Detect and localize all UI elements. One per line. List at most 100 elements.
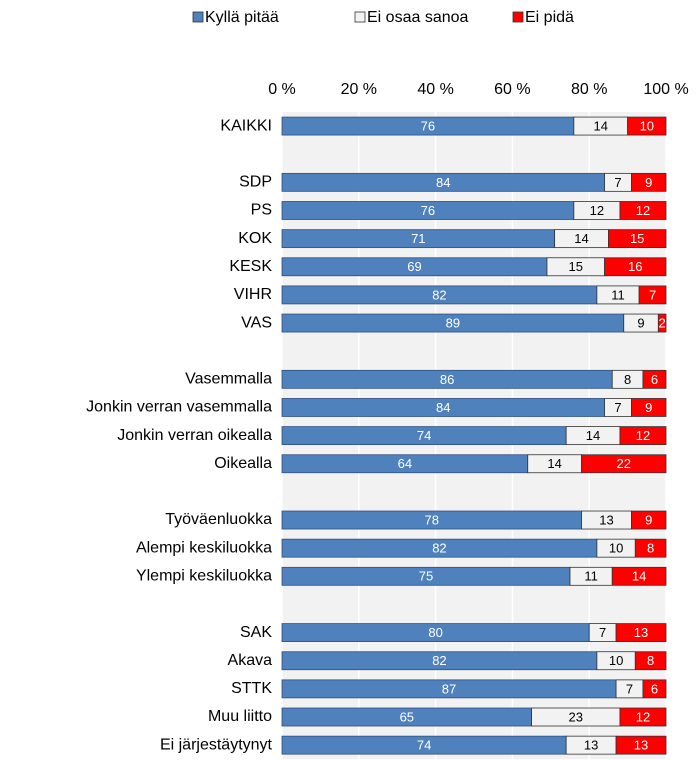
category-label: Jonkin verran vasemmalla [86,399,272,416]
data-label: 12 [636,428,650,443]
x-tick-label: 0 % [268,81,296,98]
data-label: 7 [626,681,633,696]
data-label: 78 [425,512,439,527]
data-label: 64 [398,456,412,471]
data-label: 9 [645,512,652,527]
category-label: KAIKKI [220,117,272,134]
category-label: PS [251,202,272,219]
data-label: 74 [417,428,431,443]
category-label: SAK [240,624,272,641]
category-label: VAS [241,314,272,331]
category-label: Oikealla [214,455,272,472]
bar-segment [631,398,667,417]
data-label: 14 [593,119,607,134]
data-label: 7 [614,175,621,190]
data-label: 8 [647,653,654,668]
data-label: 69 [407,259,421,274]
data-label: 10 [640,119,654,134]
category-label: Ylempi keskiluokka [136,568,272,585]
data-label: 82 [432,287,446,302]
bar-segment [634,651,667,671]
category-label: STTK [231,680,272,697]
bar-segment [638,285,667,305]
bar-segment [631,172,667,192]
data-label: 13 [599,512,613,527]
data-label: 15 [569,259,583,274]
bar-segment [581,454,667,474]
bar-segment [604,257,667,277]
data-label: 6 [651,372,658,387]
data-label: 11 [611,287,625,302]
data-label: 8 [624,372,631,387]
bar-segment [642,369,667,389]
data-label: 12 [590,203,604,218]
data-label: 9 [637,315,644,330]
data-label: 16 [628,259,642,274]
category-label: Työväenluokka [165,511,272,528]
data-label: 6 [651,681,658,696]
data-label: 71 [411,231,425,246]
data-label: 10 [609,653,623,668]
data-label: 9 [645,175,652,190]
category-label: SDP [239,174,272,191]
data-label: 76 [421,119,435,134]
category-label: Ei järjestäytynyt [160,736,273,753]
bar-segment [611,566,667,586]
legend-swatch [354,11,366,23]
bar-segment [608,229,667,249]
category-label: KESK [229,258,272,275]
data-label: 7 [649,287,656,302]
data-label: 2 [659,315,666,330]
x-tick-label: 80 % [571,81,607,98]
data-label: 82 [432,541,446,556]
data-label: 14 [632,569,646,584]
data-label: 14 [574,231,588,246]
legend-label: Ei pidä [525,9,574,26]
bar-segment [642,679,667,699]
legend-label: Ei osaa sanoa [367,9,469,26]
data-label: 13 [634,738,648,753]
data-label: 7 [599,625,606,640]
data-label: 75 [419,569,433,584]
data-label: 13 [634,625,648,640]
data-label: 8 [647,541,654,556]
category-label: KOK [238,230,272,247]
bar-segment [619,201,667,220]
data-label: 22 [617,456,631,471]
category-label: Jonkin verran oikealla [117,427,272,444]
bar-segment [619,707,667,727]
data-label: 13 [584,738,598,753]
legend-swatch [512,11,524,23]
data-label: 87 [442,681,456,696]
bar-segment [657,313,667,333]
category-label: Muu liitto [208,708,272,725]
bar-segment [615,735,667,755]
data-label: 74 [417,738,431,753]
data-label: 10 [609,541,623,556]
bar-segment [627,116,667,136]
data-label: 84 [436,175,450,190]
category-label: VIHR [234,286,272,303]
category-label: Alempi keskiluokka [136,539,272,556]
category-label: Akava [228,652,273,669]
bar-segment [615,623,667,642]
data-label: 15 [630,231,644,246]
data-label: 76 [421,203,435,218]
x-tick-label: 60 % [494,81,530,98]
category-label: Vasemmalla [185,371,272,388]
bar-segment [634,538,667,558]
data-label: 65 [400,709,414,724]
data-label: 84 [436,400,450,415]
data-label: 80 [428,625,442,640]
data-label: 86 [440,372,454,387]
data-label: 14 [586,428,600,443]
data-label: 7 [614,400,621,415]
bar-segment [619,426,667,446]
data-label: 14 [547,456,561,471]
x-tick-label: 40 % [417,81,453,98]
legend-label: Kyllä pitää [205,9,279,26]
data-label: 23 [569,709,583,724]
x-tick-label: 100 % [643,81,688,98]
data-label: 12 [636,203,650,218]
